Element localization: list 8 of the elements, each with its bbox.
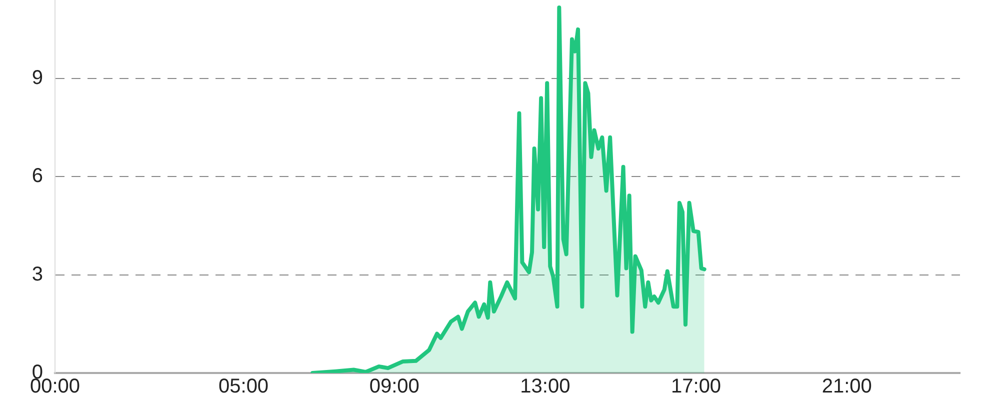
x-tick-label: 21:00	[822, 376, 872, 398]
y-tick-label: 9	[32, 67, 43, 90]
y-tick-label: 3	[32, 263, 43, 286]
x-tick-label: 17:00	[671, 376, 722, 398]
x-tick-label: 05:00	[218, 376, 269, 398]
x-tick-label: 13:00	[520, 376, 570, 398]
y-tick-label: 6	[32, 165, 43, 188]
x-tick-label: 09:00	[369, 376, 420, 398]
